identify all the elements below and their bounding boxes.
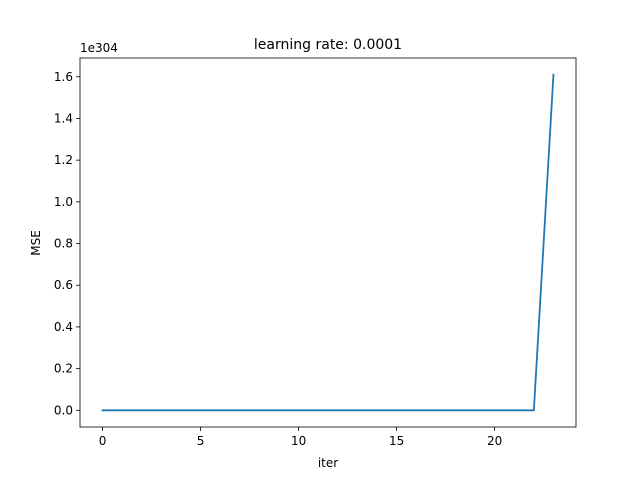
y-axis-label: MSE bbox=[29, 230, 43, 256]
x-tick-label: 15 bbox=[389, 434, 404, 448]
y-offset-label: 1e304 bbox=[80, 41, 118, 55]
series-line bbox=[101, 73, 555, 412]
y-tick-label: 0.0 bbox=[54, 403, 73, 417]
y-tick-label: 1.2 bbox=[54, 153, 73, 167]
y-tick-label: 1.0 bbox=[54, 195, 73, 209]
x-axis-label: iter bbox=[318, 456, 338, 470]
y-tick-label: 0.6 bbox=[54, 278, 73, 292]
x-tick-label: 10 bbox=[291, 434, 306, 448]
x-axis-ticks: 0 5 10 15 20 bbox=[99, 427, 502, 448]
y-tick-label: 1.4 bbox=[54, 111, 73, 125]
chart-title: learning rate: 0.0001 bbox=[254, 37, 402, 53]
y-tick-label: 0.4 bbox=[54, 320, 73, 334]
x-tick-label: 5 bbox=[197, 434, 205, 448]
y-tick-label: 1.6 bbox=[54, 70, 73, 84]
y-axis-ticks: 0.0 0.2 0.4 0.6 0.8 1.0 1.2 1.4 1.6 bbox=[54, 70, 80, 417]
axes-frame bbox=[79, 57, 577, 428]
x-tick-label: 0 bbox=[99, 434, 107, 448]
y-tick-label: 0.2 bbox=[54, 362, 73, 376]
y-tick-label: 0.8 bbox=[54, 237, 73, 251]
x-tick-label: 20 bbox=[487, 434, 502, 448]
plot-content bbox=[101, 73, 555, 412]
